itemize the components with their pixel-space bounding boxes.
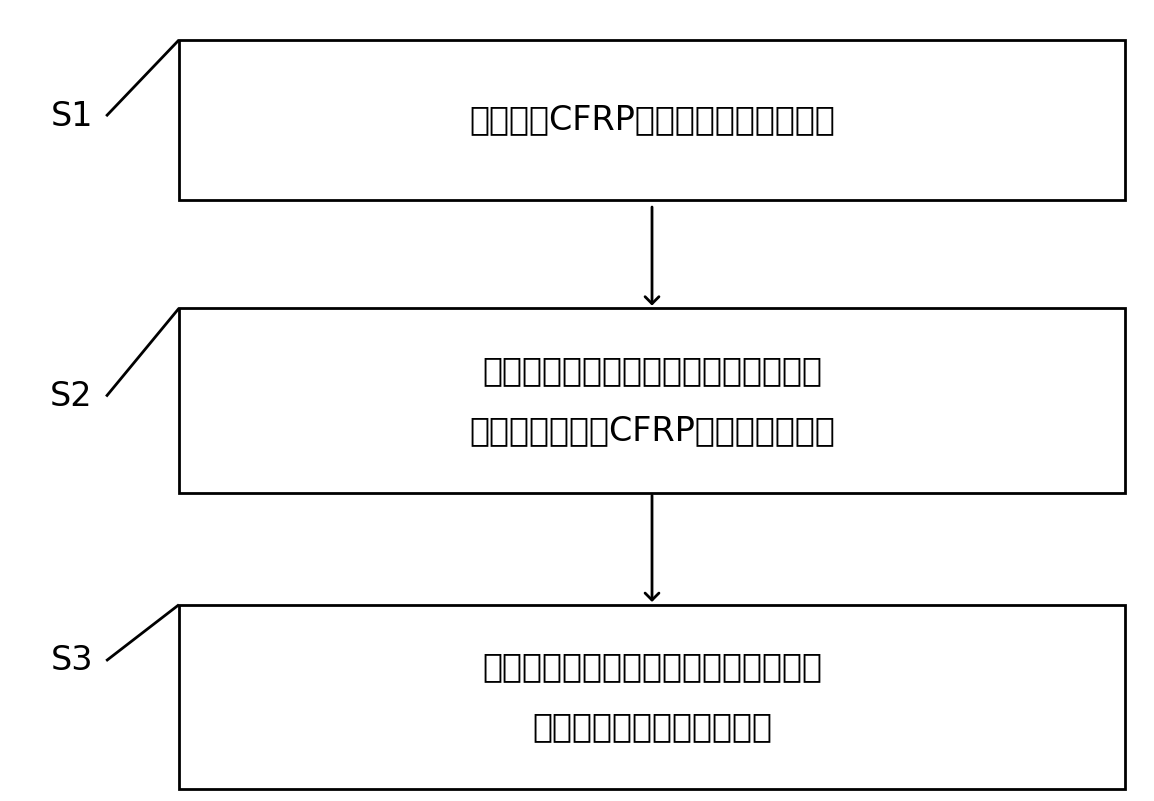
Text: S1: S1 xyxy=(51,99,92,133)
Text: ，求解得到多层CFRP结构平板的模态: ，求解得到多层CFRP结构平板的模态 xyxy=(469,414,835,447)
Bar xyxy=(179,605,1125,789)
Text: S2: S2 xyxy=(51,380,92,413)
Text: S3: S3 xyxy=(51,644,92,678)
Text: 分析得到板件的声传递损失: 分析得到板件的声传递损失 xyxy=(532,710,772,743)
Bar xyxy=(179,40,1125,200)
Text: 设置有限元模型的边界条件和频率范围: 设置有限元模型的边界条件和频率范围 xyxy=(482,354,822,387)
Text: 建立多层CFRP结构平板的有限元模型: 建立多层CFRP结构平板的有限元模型 xyxy=(469,103,835,137)
Text: 建立统计能量分析模型，通过统计能量: 建立统计能量分析模型，通过统计能量 xyxy=(482,650,822,683)
Bar xyxy=(179,308,1125,493)
